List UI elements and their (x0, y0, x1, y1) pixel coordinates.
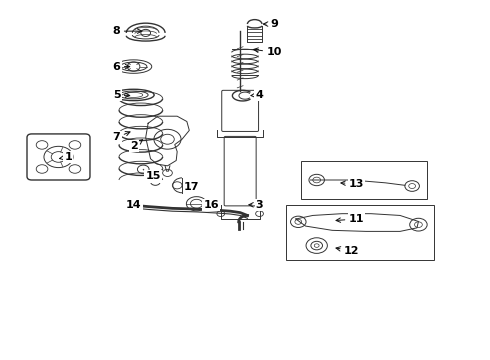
Text: 7: 7 (113, 131, 130, 143)
Text: 11: 11 (336, 214, 364, 224)
Text: 3: 3 (249, 200, 263, 210)
Text: 15: 15 (145, 171, 161, 181)
Text: 8: 8 (113, 26, 142, 36)
Text: 14: 14 (126, 200, 142, 210)
Text: 10: 10 (254, 48, 282, 57)
Text: 9: 9 (264, 19, 278, 29)
Text: 2: 2 (130, 140, 143, 151)
Text: 17: 17 (184, 182, 199, 192)
Text: 13: 13 (341, 179, 364, 189)
Text: 5: 5 (113, 90, 130, 100)
Text: 12: 12 (336, 246, 359, 256)
Text: 4: 4 (251, 90, 264, 100)
Text: 6: 6 (113, 62, 130, 72)
Text: 16: 16 (203, 200, 219, 210)
Text: 1: 1 (60, 152, 72, 162)
